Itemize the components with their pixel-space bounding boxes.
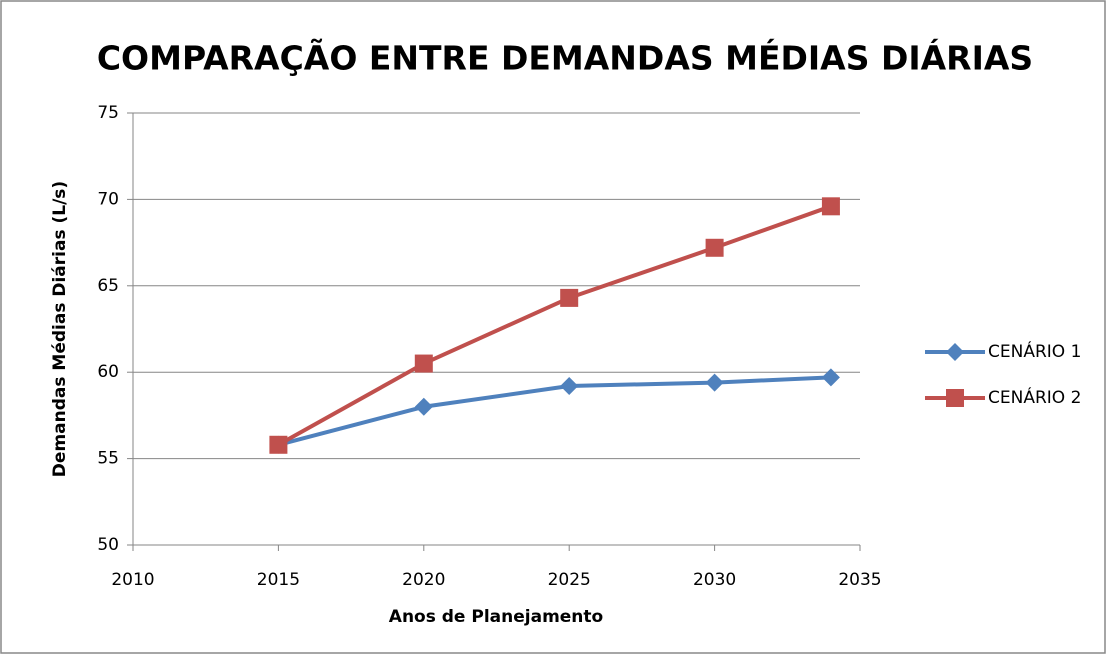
y-tick-label: 70 bbox=[97, 189, 119, 209]
marker bbox=[414, 354, 433, 373]
legend-marker bbox=[946, 343, 964, 361]
x-tick-label: 2010 bbox=[111, 570, 154, 590]
y-tick-label: 55 bbox=[97, 449, 119, 469]
marker bbox=[560, 377, 579, 396]
marker bbox=[705, 373, 724, 392]
x-tick-label: 2015 bbox=[257, 570, 300, 590]
marker bbox=[414, 397, 433, 416]
legend-label: CENÁRIO 2 bbox=[988, 386, 1081, 408]
chart-title: COMPARAÇÃO ENTRE DEMANDAS MÉDIAS DIÁRIAS bbox=[97, 38, 1033, 78]
marker bbox=[560, 288, 579, 307]
marker bbox=[821, 368, 840, 387]
x-tick-label: 2035 bbox=[838, 570, 881, 590]
y-tick-label: 60 bbox=[97, 362, 119, 382]
legend-label: CENÁRIO 1 bbox=[988, 340, 1081, 362]
y-axis-label: Demandas Médias Diárias (L/s) bbox=[50, 181, 70, 477]
y-tick-label: 50 bbox=[97, 535, 119, 555]
marker bbox=[705, 238, 724, 257]
x-tick-label: 2030 bbox=[693, 570, 736, 590]
y-tick-label: 75 bbox=[97, 103, 119, 123]
x-axis-label: Anos de Planejamento bbox=[389, 607, 603, 627]
legend-marker bbox=[946, 389, 964, 407]
y-tick-label: 65 bbox=[97, 276, 119, 296]
x-tick-label: 2020 bbox=[402, 570, 445, 590]
marker bbox=[269, 435, 288, 454]
x-tick-label: 2025 bbox=[548, 570, 591, 590]
marker bbox=[821, 197, 840, 216]
